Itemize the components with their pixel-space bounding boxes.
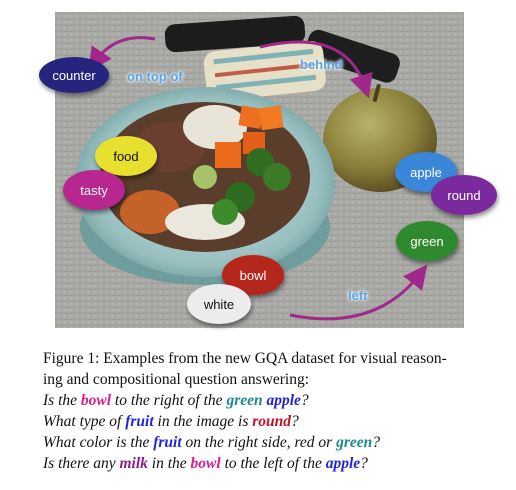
q3-text: What color is the	[43, 434, 154, 451]
relation-left-label: left	[348, 288, 368, 303]
q2-highlight-fruit: fruit	[125, 413, 154, 430]
bowl-photo	[75, 87, 335, 285]
case-object	[164, 15, 400, 83]
striped-cloth	[203, 41, 326, 101]
question-3: What color is the fruit on the right sid…	[43, 432, 503, 453]
q1-highlight-apple: apple	[266, 392, 301, 409]
question-4: Is there any milk in the bowl to the lef…	[43, 453, 503, 474]
q1-highlight-green: green	[226, 392, 263, 409]
q4-highlight-apple: apple	[325, 455, 361, 472]
caption-line-2: ing and compositional question answering…	[43, 371, 310, 388]
white-bubble: white	[187, 284, 251, 324]
q1-text: ?	[300, 392, 309, 409]
green-bubble: green	[396, 221, 458, 261]
dataset-example-image: on top of behind left counter food tasty…	[39, 12, 497, 328]
q1-text: Is the	[43, 392, 81, 409]
question-2: What type of fruit in the image is round…	[43, 411, 503, 432]
tasty-bubble: tasty	[63, 170, 125, 210]
q3-highlight-fruit: fruit	[153, 434, 182, 451]
photo-scene	[55, 12, 464, 328]
relation-on-top-of-label: on top of	[127, 69, 183, 84]
q4-text: in the	[147, 455, 191, 472]
question-1: Is the bowl to the right of the green ap…	[43, 390, 503, 411]
on-top-of-arrow	[88, 36, 156, 72]
q4-highlight-bowl: bowl	[190, 455, 221, 472]
q3-text: on the right side, red or	[181, 434, 337, 451]
food-bubble: food	[95, 136, 157, 176]
q2-text: What type of	[43, 413, 126, 430]
q4-text: ?	[360, 455, 368, 472]
counter-bubble: counter	[39, 57, 109, 93]
q3-highlight-green: green	[336, 434, 373, 451]
q1-text: to the right of the	[111, 392, 227, 409]
q2-text: in the image is	[153, 413, 253, 430]
caption-line-1: Figure 1: Examples from the new GQA data…	[43, 350, 447, 367]
relation-behind-label: behind	[300, 57, 343, 72]
q4-highlight-milk: milk	[119, 455, 148, 472]
q1-highlight-bowl: bowl	[80, 392, 112, 409]
q2-text: ?	[291, 413, 299, 430]
behind-arrow	[259, 40, 373, 99]
q4-text: to the left of the	[220, 455, 326, 472]
round-bubble: round	[431, 175, 497, 215]
figure-caption: Figure 1: Examples from the new GQA data…	[43, 348, 503, 474]
q2-highlight-round: round	[252, 413, 292, 430]
q3-text: ?	[372, 434, 380, 451]
left-arrow	[289, 264, 428, 321]
q4-text: Is there any	[43, 455, 120, 472]
